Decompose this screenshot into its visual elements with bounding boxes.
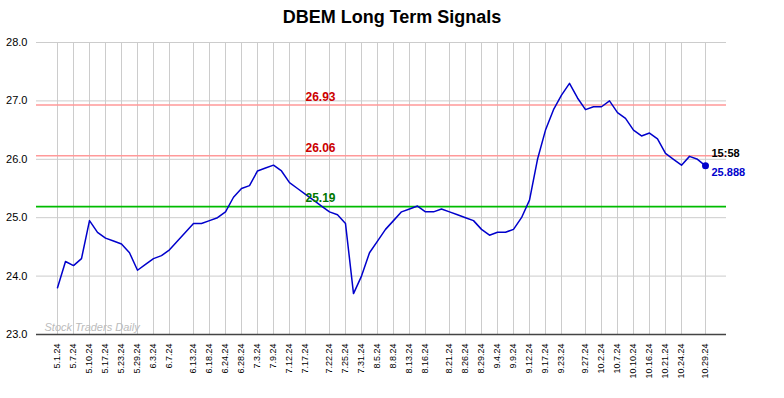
svg-text:5.17.24: 5.17.24 [100, 344, 110, 374]
svg-text:5.7.24: 5.7.24 [68, 344, 78, 369]
svg-text:23.0: 23.0 [6, 328, 27, 340]
svg-text:27.0: 27.0 [6, 94, 27, 106]
svg-text:5.23.24: 5.23.24 [116, 344, 126, 374]
svg-text:26.93: 26.93 [306, 90, 336, 104]
svg-text:10.24.24: 10.24.24 [676, 344, 686, 379]
svg-text:7.9.24: 7.9.24 [268, 344, 278, 369]
svg-text:7.31.24: 7.31.24 [356, 344, 366, 374]
svg-text:5.29.24: 5.29.24 [132, 344, 142, 374]
svg-text:7.22.24: 7.22.24 [324, 344, 334, 374]
svg-text:25.0: 25.0 [6, 211, 27, 223]
svg-text:10.7.24: 10.7.24 [612, 344, 622, 374]
svg-text:26.06: 26.06 [306, 141, 336, 155]
svg-text:9.27.24: 9.27.24 [580, 344, 590, 374]
svg-text:10.16.24: 10.16.24 [644, 344, 654, 379]
svg-text:7.17.24: 7.17.24 [300, 344, 310, 374]
svg-text:7.12.24: 7.12.24 [284, 344, 294, 374]
svg-text:10.29.24: 10.29.24 [700, 344, 710, 379]
svg-text:6.28.24: 6.28.24 [236, 344, 246, 374]
svg-text:6.7.24: 6.7.24 [164, 344, 174, 369]
svg-text:25.888: 25.888 [712, 166, 746, 178]
svg-text:8.16.24: 8.16.24 [420, 344, 430, 374]
svg-text:5.1.24: 5.1.24 [52, 344, 62, 369]
svg-text:15:58: 15:58 [712, 147, 740, 159]
svg-text:24.0: 24.0 [6, 270, 27, 282]
svg-text:10.2.24: 10.2.24 [596, 344, 606, 374]
svg-text:8.8.24: 8.8.24 [388, 344, 398, 369]
svg-text:9.23.24: 9.23.24 [556, 344, 566, 374]
svg-text:8.5.24: 8.5.24 [372, 344, 382, 369]
svg-text:8.26.24: 8.26.24 [460, 344, 470, 374]
svg-text:Stock Traders Daily: Stock Traders Daily [45, 321, 142, 333]
svg-text:6.3.24: 6.3.24 [148, 344, 158, 369]
svg-text:25.19: 25.19 [306, 191, 336, 205]
svg-text:7.25.24: 7.25.24 [340, 344, 350, 374]
svg-text:8.13.24: 8.13.24 [404, 344, 414, 374]
svg-text:8.29.24: 8.29.24 [476, 344, 486, 374]
svg-text:9.9.24: 9.9.24 [508, 344, 518, 369]
svg-text:9.17.24: 9.17.24 [540, 344, 550, 374]
svg-text:7.3.24: 7.3.24 [252, 344, 262, 369]
svg-text:5.10.24: 5.10.24 [84, 344, 94, 374]
svg-text:10.21.24: 10.21.24 [660, 344, 670, 379]
svg-text:6.24.24: 6.24.24 [220, 344, 230, 374]
svg-text:9.12.24: 9.12.24 [524, 344, 534, 374]
svg-text:28.0: 28.0 [6, 36, 27, 48]
svg-text:8.21.24: 8.21.24 [444, 344, 454, 374]
svg-text:26.0: 26.0 [6, 153, 27, 165]
svg-text:10.10.24: 10.10.24 [628, 344, 638, 379]
svg-text:6.13.24: 6.13.24 [188, 344, 198, 374]
html-text:DBEM Long Term Signals: DBEM Long Term Signals [282, 7, 502, 27]
svg-text:9.4.24: 9.4.24 [492, 344, 502, 369]
svg-text:6.18.24: 6.18.24 [204, 344, 214, 374]
